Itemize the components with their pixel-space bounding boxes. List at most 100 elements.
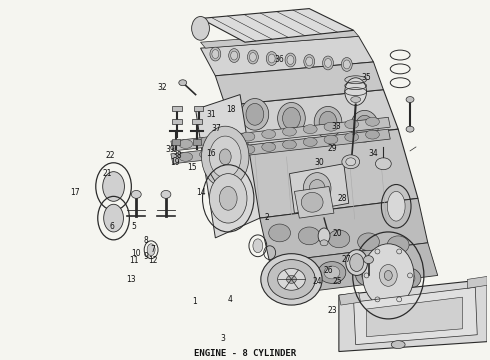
Text: 4: 4	[228, 295, 233, 304]
Text: 9: 9	[143, 252, 148, 261]
Polygon shape	[200, 36, 373, 76]
Text: 5: 5	[131, 222, 136, 231]
Polygon shape	[467, 276, 487, 288]
Ellipse shape	[393, 267, 421, 289]
Ellipse shape	[363, 244, 414, 307]
Polygon shape	[294, 186, 334, 218]
Ellipse shape	[324, 122, 338, 131]
Ellipse shape	[342, 58, 352, 71]
Polygon shape	[172, 107, 182, 111]
Ellipse shape	[301, 192, 323, 212]
Text: 16: 16	[206, 149, 216, 158]
Ellipse shape	[375, 158, 391, 170]
Ellipse shape	[246, 103, 264, 125]
Ellipse shape	[346, 158, 356, 166]
Ellipse shape	[350, 254, 364, 271]
Ellipse shape	[131, 190, 141, 198]
Ellipse shape	[406, 96, 414, 103]
Ellipse shape	[199, 137, 213, 146]
Ellipse shape	[268, 260, 315, 299]
Text: 23: 23	[327, 306, 337, 315]
Text: 13: 13	[126, 275, 136, 284]
Text: 17: 17	[70, 188, 79, 197]
Ellipse shape	[304, 55, 315, 68]
Ellipse shape	[391, 341, 405, 348]
Ellipse shape	[319, 111, 337, 133]
Polygon shape	[193, 139, 200, 145]
Text: 19: 19	[170, 158, 180, 167]
Ellipse shape	[253, 239, 263, 253]
Text: 3: 3	[221, 334, 226, 343]
Ellipse shape	[318, 262, 346, 283]
Text: 1: 1	[192, 297, 196, 306]
Polygon shape	[192, 119, 201, 124]
Text: 22: 22	[106, 151, 115, 160]
Ellipse shape	[298, 227, 320, 245]
Ellipse shape	[318, 228, 330, 244]
Ellipse shape	[399, 272, 415, 285]
Ellipse shape	[266, 51, 277, 66]
Text: 28: 28	[337, 194, 346, 203]
Ellipse shape	[303, 138, 317, 147]
Text: 37: 37	[211, 124, 221, 133]
Ellipse shape	[343, 60, 350, 69]
Ellipse shape	[201, 126, 249, 188]
Ellipse shape	[358, 233, 379, 251]
Text: 8: 8	[144, 236, 148, 245]
Text: 30: 30	[315, 158, 324, 167]
Polygon shape	[270, 243, 438, 295]
Ellipse shape	[306, 57, 313, 66]
Ellipse shape	[379, 265, 397, 286]
Ellipse shape	[220, 149, 231, 165]
Ellipse shape	[364, 256, 373, 264]
Ellipse shape	[269, 224, 291, 242]
Polygon shape	[172, 139, 180, 145]
Ellipse shape	[220, 135, 234, 144]
Text: 14: 14	[196, 188, 206, 197]
Polygon shape	[339, 279, 487, 351]
Ellipse shape	[314, 107, 342, 138]
Text: 15: 15	[187, 163, 196, 172]
Text: 10: 10	[131, 249, 141, 258]
Polygon shape	[354, 287, 477, 345]
Ellipse shape	[231, 51, 238, 60]
Ellipse shape	[320, 240, 328, 246]
Ellipse shape	[104, 204, 123, 232]
Ellipse shape	[278, 269, 305, 290]
Ellipse shape	[351, 111, 378, 142]
Text: ENGINE - 8 CYLINDER: ENGINE - 8 CYLINDER	[194, 348, 296, 357]
Ellipse shape	[220, 148, 234, 156]
Polygon shape	[172, 119, 182, 124]
Polygon shape	[215, 62, 383, 105]
Text: 33: 33	[331, 122, 341, 131]
Ellipse shape	[345, 132, 359, 141]
Text: 25: 25	[332, 277, 342, 286]
Ellipse shape	[309, 180, 325, 197]
Ellipse shape	[362, 269, 377, 282]
Ellipse shape	[241, 99, 269, 130]
Ellipse shape	[287, 275, 296, 283]
Ellipse shape	[287, 55, 294, 64]
Ellipse shape	[261, 254, 322, 305]
Ellipse shape	[247, 50, 258, 64]
Text: 39: 39	[165, 145, 175, 154]
Ellipse shape	[322, 56, 334, 70]
Polygon shape	[171, 129, 390, 164]
Ellipse shape	[345, 78, 367, 105]
Ellipse shape	[268, 54, 275, 63]
Text: 12: 12	[148, 256, 158, 265]
Ellipse shape	[356, 265, 383, 286]
Ellipse shape	[192, 17, 209, 40]
Ellipse shape	[387, 192, 405, 221]
Ellipse shape	[281, 258, 308, 280]
Text: 21: 21	[102, 169, 112, 178]
Text: 18: 18	[226, 105, 235, 114]
Ellipse shape	[209, 174, 247, 223]
Text: 24: 24	[313, 277, 322, 286]
Ellipse shape	[241, 145, 255, 154]
Ellipse shape	[346, 250, 368, 275]
Ellipse shape	[324, 266, 340, 279]
Text: 38: 38	[172, 151, 182, 160]
Ellipse shape	[287, 263, 302, 276]
Polygon shape	[290, 164, 349, 213]
